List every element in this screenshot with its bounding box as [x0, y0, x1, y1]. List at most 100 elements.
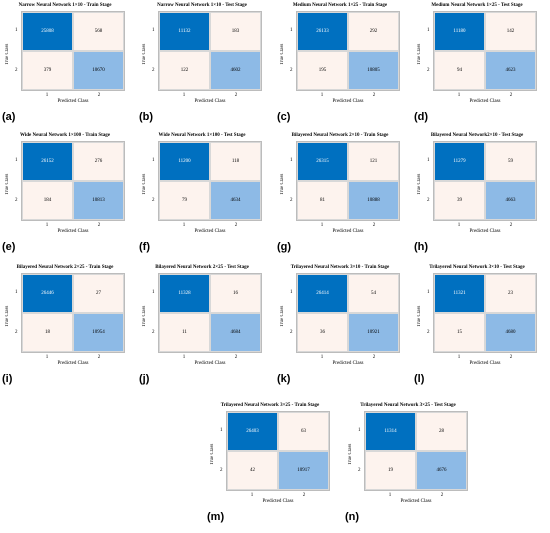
matrix-cell: 11314	[365, 412, 416, 451]
matrix-cell: 195	[297, 51, 348, 90]
matrix-cell: 79	[159, 181, 210, 220]
x-tick-label: 2	[440, 493, 444, 498]
x-tick-label: 1	[320, 223, 324, 228]
x-tick-label: 2	[234, 223, 238, 228]
y-tick-label: 2	[290, 68, 293, 73]
matrix-cell: 10921	[348, 313, 399, 352]
confusion-matrix-panel: Trilayered Neural Network 3×10 - Test St…	[412, 264, 542, 392]
x-tick-label: 2	[372, 93, 376, 98]
y-tick-label: 1	[15, 28, 18, 33]
y-tick-label: 2	[15, 330, 18, 335]
panel-title: Trilayered Neural Network 3×10 - Train S…	[290, 265, 390, 270]
y-tick-label: 2	[220, 468, 223, 473]
x-tick-label: 2	[97, 355, 101, 360]
matrix-cell: 184	[22, 181, 73, 220]
matrix-cell: 36	[297, 313, 348, 352]
matrix-cell: 27	[73, 274, 124, 313]
x-tick-label: 2	[509, 223, 513, 228]
confusion-matrix-panel: Trilayered Neural Network 3×25 - Test St…	[343, 402, 473, 530]
y-axis-label: True Class	[280, 305, 285, 327]
panel-letter: (f)	[139, 241, 150, 253]
x-tick-label: 1	[250, 493, 254, 498]
matrix-cell: 118	[210, 142, 261, 181]
matrix-cell: 10917	[278, 451, 329, 490]
y-tick-label: 2	[427, 330, 430, 335]
matrix-cell: 63	[278, 412, 329, 451]
panel-title: Medium Neural Network 1×25 - Train Stage	[292, 3, 388, 8]
x-axis-label: Predicted Class	[469, 361, 501, 366]
panel-letter: (a)	[2, 111, 16, 123]
y-tick-label: 1	[152, 158, 155, 163]
matrix-cell: 28	[416, 412, 467, 451]
y-axis-label: True Class	[348, 443, 353, 465]
matrix-cell: 26133	[297, 12, 348, 51]
panel-title: Bilayered Neural Network 2×25 - Train St…	[16, 265, 114, 270]
panel-title: Medium Neural Network 1×25 - Test Stage	[431, 3, 523, 8]
y-axis-label: True Class	[417, 305, 422, 327]
matrix-cell: 4623	[485, 51, 536, 90]
x-axis-label: Predicted Class	[194, 229, 226, 234]
x-tick-label: 2	[509, 93, 513, 98]
y-tick-label: 2	[290, 198, 293, 203]
y-tick-label: 2	[152, 330, 155, 335]
x-tick-label: 2	[302, 493, 306, 498]
y-tick-label: 1	[427, 28, 430, 33]
confusion-matrix-panel: Trilayered Neural Network 3×10 - Train S…	[275, 264, 405, 392]
x-axis-label: Predicted Class	[469, 99, 501, 104]
matrix-cell: 121	[348, 142, 399, 181]
matrix-cell: 11279	[434, 142, 485, 181]
x-tick-label: 2	[509, 355, 513, 360]
y-tick-label: 1	[427, 290, 430, 295]
y-tick-label: 2	[290, 330, 293, 335]
x-tick-label: 1	[45, 355, 49, 360]
x-tick-label: 1	[320, 93, 324, 98]
x-tick-label: 1	[182, 93, 186, 98]
matrix-cell: 94	[434, 51, 485, 90]
matrix-cell: 142	[485, 12, 536, 51]
panel-letter: (n)	[345, 511, 360, 523]
confusion-matrix: 11321 23 15 4680	[433, 273, 537, 353]
matrix-cell: 81	[297, 181, 348, 220]
matrix-cell: 26403	[227, 412, 278, 451]
confusion-matrix-panel: Narrow Neural Network 1×10 - Train Stage…	[0, 2, 130, 130]
matrix-cell: 26152	[22, 142, 73, 181]
matrix-cell: 54	[348, 274, 399, 313]
matrix-cell: 10813	[73, 181, 124, 220]
matrix-cell: 11180	[434, 12, 485, 51]
matrix-cell: 25808	[22, 12, 73, 51]
y-axis-label: True Class	[142, 43, 147, 65]
y-tick-label: 1	[290, 290, 293, 295]
x-axis-label: Predicted Class	[332, 229, 364, 234]
y-tick-label: 1	[152, 28, 155, 33]
confusion-matrix-panel: Bilayered Neural Network 2×25 - Train St…	[0, 264, 130, 392]
x-tick-label: 1	[182, 355, 186, 360]
x-axis-label: Predicted Class	[469, 229, 501, 234]
panel-title: Bilayered Neural Network2×10 - Test Stag…	[430, 133, 524, 138]
confusion-matrix-panel: Trilayered Neural Network 3×25 - Train S…	[205, 402, 335, 530]
matrix-cell: 11328	[159, 274, 210, 313]
matrix-cell: 568	[73, 12, 124, 51]
panel-letter: (m)	[207, 511, 225, 523]
y-tick-label: 2	[358, 468, 361, 473]
x-tick-label: 1	[388, 493, 392, 498]
panel-letter: (d)	[414, 111, 429, 123]
x-tick-label: 2	[234, 93, 238, 98]
confusion-matrix: 11180 142 94 4623	[433, 11, 537, 91]
matrix-cell: 19	[365, 451, 416, 490]
x-axis-label: Predicted Class	[194, 99, 226, 104]
panel-letter: (c)	[277, 111, 291, 123]
confusion-matrix-panel: Bilayered Neural Network2×10 - Test Stag…	[412, 132, 542, 260]
matrix-cell: 26315	[297, 142, 348, 181]
x-tick-label: 2	[97, 93, 101, 98]
confusion-matrix: 11279 59 39 4663	[433, 141, 537, 221]
y-tick-label: 1	[427, 158, 430, 163]
panel-letter: (k)	[277, 373, 291, 385]
matrix-cell: 276	[73, 142, 124, 181]
y-tick-label: 2	[427, 198, 430, 203]
confusion-matrix-panel: Narrow Neural Network 1×10 - Test Stage T…	[137, 2, 267, 130]
confusion-matrix-panel: Wide Neural Network 1×100 - Train Stage T…	[0, 132, 130, 260]
x-tick-label: 1	[182, 223, 186, 228]
matrix-cell: 16	[210, 274, 261, 313]
x-axis-label: Predicted Class	[57, 361, 89, 366]
y-tick-label: 1	[220, 428, 223, 433]
